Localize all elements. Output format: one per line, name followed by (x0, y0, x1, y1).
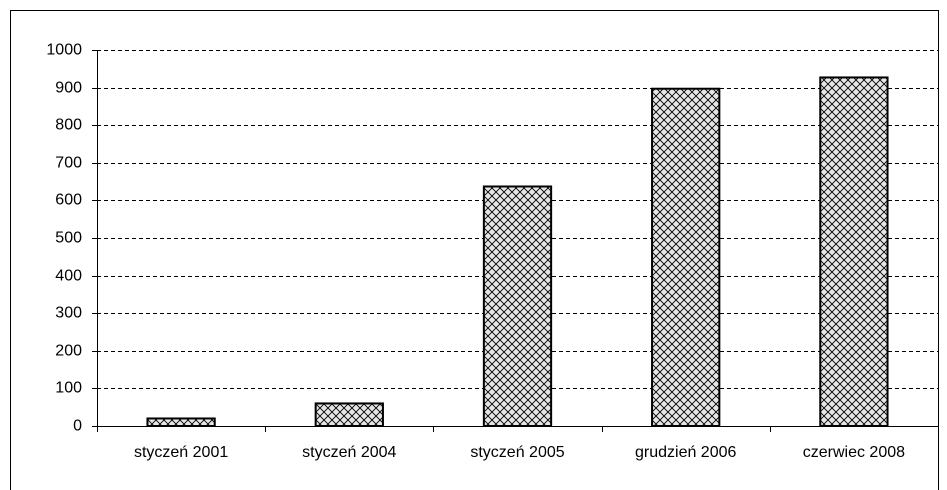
y-tick-label: 1000 (46, 42, 82, 59)
y-tick-label: 100 (55, 380, 82, 397)
y-tick-label: 600 (55, 192, 82, 209)
y-tick-label: 400 (55, 268, 82, 285)
chart-frame (10, 10, 939, 490)
x-tick-label: grudzień 2006 (635, 444, 737, 461)
bar (314, 402, 384, 428)
bar (146, 417, 216, 428)
y-tick-label: 200 (55, 343, 82, 360)
y-tick-label: 300 (55, 305, 82, 322)
x-tick-label: styczeń 2004 (302, 444, 396, 461)
y-tick-label: 0 (73, 418, 82, 435)
x-tick-label: czerwiec 2008 (803, 444, 905, 461)
y-tick-label: 800 (55, 117, 82, 134)
y-tick-label: 500 (55, 230, 82, 247)
bar (819, 76, 889, 427)
y-tick-label: 700 (55, 155, 82, 172)
x-tick-label: styczeń 2001 (134, 444, 228, 461)
x-tick-label: styczeń 2005 (470, 444, 564, 461)
bar (482, 185, 553, 427)
y-tick-label: 900 (55, 80, 82, 97)
bar (651, 87, 721, 427)
